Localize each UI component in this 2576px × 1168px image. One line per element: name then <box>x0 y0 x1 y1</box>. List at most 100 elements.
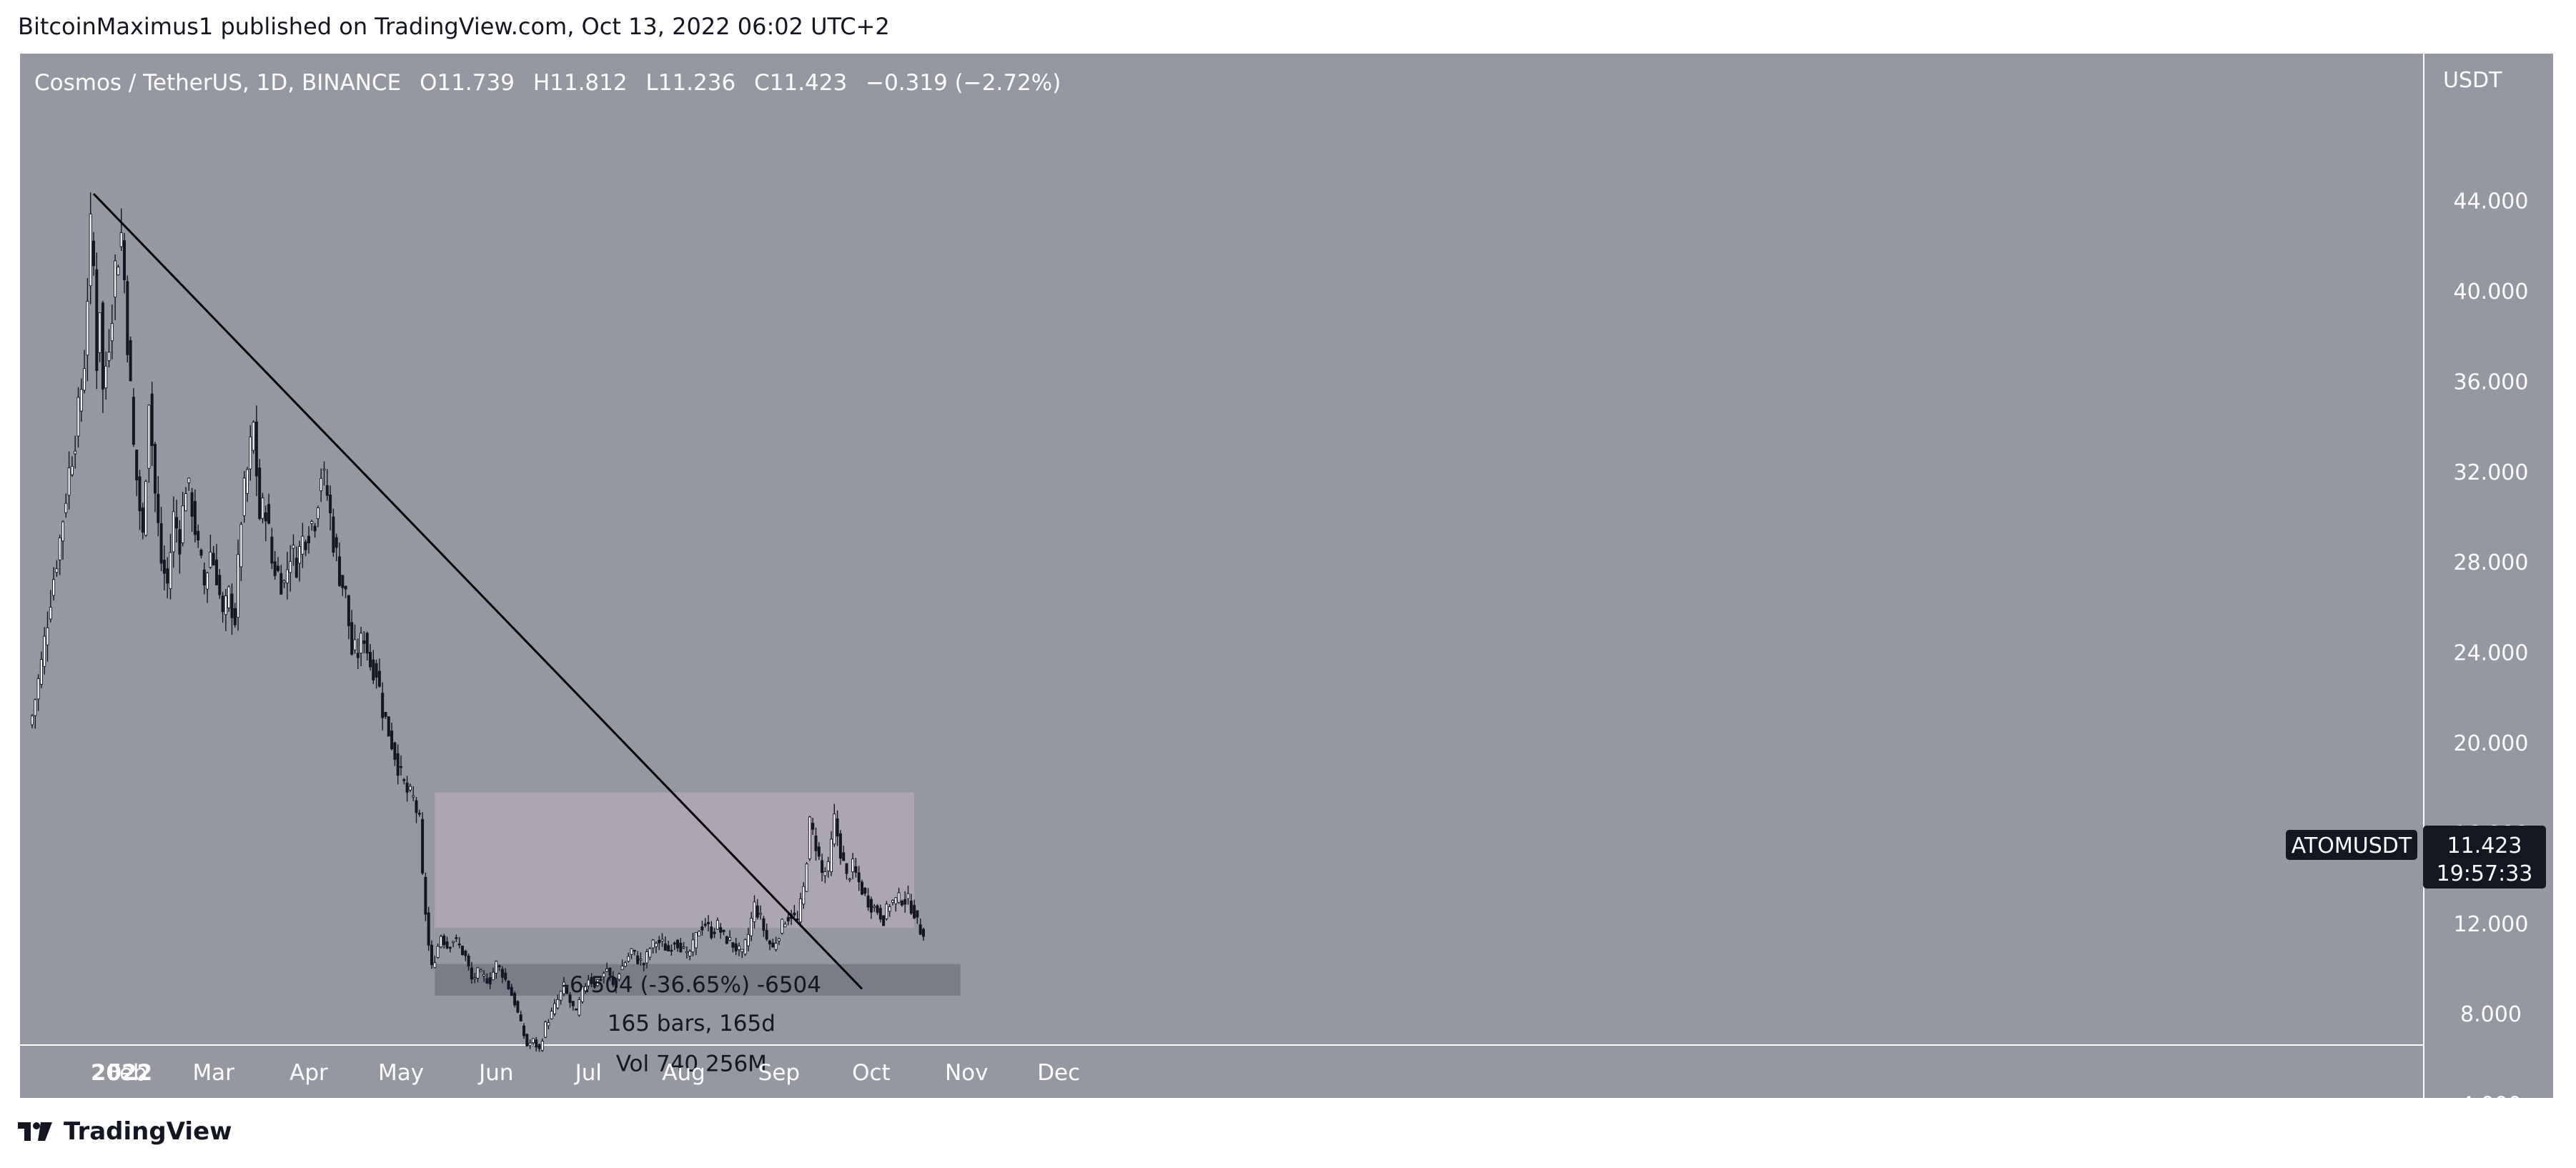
candle-up <box>43 635 46 667</box>
price-tick-label: 8.000 <box>2460 1002 2522 1027</box>
candle-down <box>860 881 863 895</box>
candle-down <box>845 863 848 874</box>
descending-trendline[interactable] <box>92 193 863 990</box>
candle-up <box>808 816 811 859</box>
candle-up <box>630 948 633 955</box>
candle-down <box>658 939 661 944</box>
candle-up <box>79 389 83 412</box>
candle-down <box>129 340 132 382</box>
candle-down <box>516 1001 520 1013</box>
candle-down <box>178 529 182 555</box>
candle-up <box>891 900 894 903</box>
candle-down <box>811 823 815 830</box>
candle-down <box>384 712 387 717</box>
candle-down <box>396 753 400 776</box>
candle-down <box>135 450 139 480</box>
candle-up <box>119 232 123 247</box>
candle-down <box>424 876 427 915</box>
time-tick-label: Jul <box>574 1060 602 1086</box>
symbol-title: Cosmos / TetherUS, 1D, BINANCE <box>34 70 401 96</box>
candle-down <box>341 575 345 588</box>
candle-down <box>390 731 394 750</box>
candle-up <box>98 312 101 353</box>
candle-up <box>104 365 108 389</box>
candle-up <box>584 986 588 991</box>
candle-down <box>400 766 403 768</box>
candle-down <box>329 494 332 513</box>
candle-down <box>771 942 775 948</box>
candle-down <box>842 852 846 861</box>
author-name[interactable]: BitcoinMaximus1 <box>18 13 214 40</box>
support-zone[interactable] <box>435 964 961 996</box>
candle-down <box>642 963 645 966</box>
candle-down <box>918 924 922 935</box>
candle-up <box>759 913 763 915</box>
candle-up <box>64 503 68 513</box>
candle-down <box>700 926 704 931</box>
candle-down <box>126 281 129 355</box>
candle-down <box>525 1034 529 1046</box>
candle-down <box>713 931 716 934</box>
candle-up <box>46 627 49 645</box>
candle-up <box>544 1021 548 1038</box>
candle-down <box>725 936 728 944</box>
time-tick-label: Dec <box>1037 1060 1080 1086</box>
candle-down <box>762 918 766 931</box>
candle-down <box>267 504 271 524</box>
candle-up <box>660 939 664 942</box>
candle-up <box>715 920 719 930</box>
measure-bars-label: 165 bars, 165d <box>608 1011 776 1036</box>
candle-down <box>344 585 347 590</box>
price-tag-bg <box>2423 826 2546 889</box>
price-tick-label: 28.000 <box>2454 550 2529 575</box>
candle-up <box>246 469 249 494</box>
time-tick-label: Mar <box>192 1060 234 1086</box>
candle-down <box>507 980 510 989</box>
candle-down <box>703 924 707 926</box>
candle-up <box>833 813 836 845</box>
time-axis-panel[interactable] <box>20 1046 2423 1098</box>
candle-down <box>270 536 274 564</box>
candle-down <box>869 899 873 913</box>
candle-up <box>34 699 37 716</box>
candle-down <box>838 833 842 859</box>
candle-down <box>575 1009 578 1011</box>
candle-down <box>608 967 612 976</box>
price-axis-panel[interactable] <box>2424 54 2553 1098</box>
candle-up <box>89 213 92 287</box>
price-tick-label: 20.000 <box>2454 731 2529 756</box>
candle-down <box>279 573 283 595</box>
candle-down <box>141 508 144 533</box>
candle-up <box>623 962 627 967</box>
candle-down <box>215 559 219 585</box>
candle-down <box>307 535 311 543</box>
candle-up <box>237 554 240 618</box>
candle-up <box>873 906 876 908</box>
candle-down <box>679 943 683 953</box>
candle-down <box>325 485 329 496</box>
candle-up <box>743 939 747 955</box>
candle-down <box>663 943 667 951</box>
candle-up <box>49 607 52 620</box>
high-value: 11.812 <box>550 70 627 96</box>
candle-down <box>162 560 166 574</box>
candle-up <box>596 979 600 986</box>
plot-area[interactable] <box>20 54 2423 1044</box>
symbol-legend: Cosmos / TetherUS, 1D, BINANCE O11.739 H… <box>34 70 1061 96</box>
tradingview-logo[interactable]: TradingView <box>18 1117 232 1146</box>
candle-down <box>448 946 452 949</box>
candle-down <box>916 910 919 918</box>
candle-up <box>885 904 888 919</box>
price-tick-label: 36.000 <box>2454 370 2529 395</box>
candle-down <box>913 905 916 919</box>
candle-up <box>292 545 295 549</box>
candle-down <box>565 986 569 994</box>
candle-up <box>58 537 61 560</box>
candle-down <box>175 517 179 529</box>
last-price-tag[interactable]: 11.423 <box>2447 833 2522 858</box>
candle-down <box>442 935 446 946</box>
candle-up <box>452 941 455 944</box>
candle-up <box>746 934 750 946</box>
candle-up <box>187 477 191 483</box>
